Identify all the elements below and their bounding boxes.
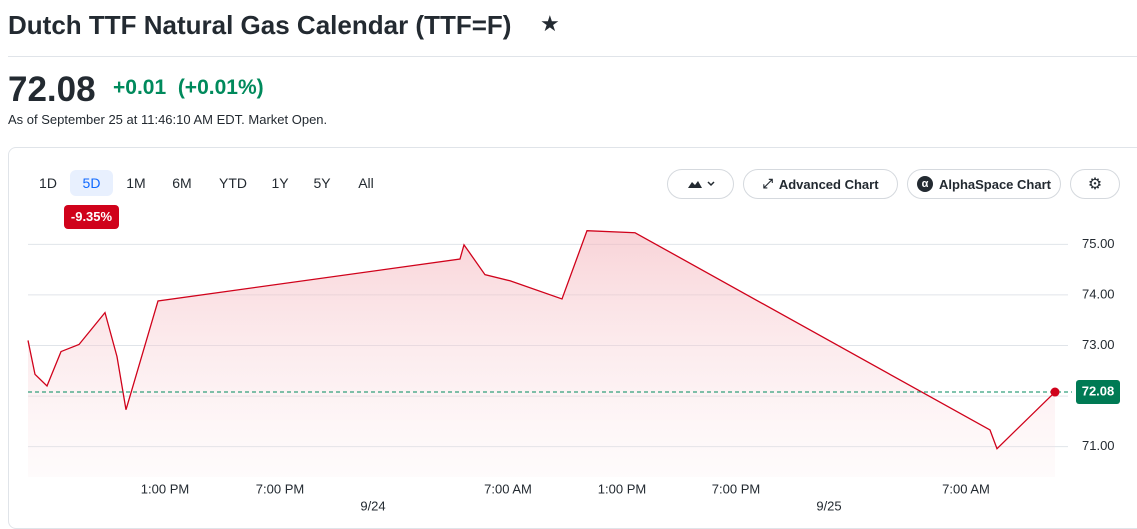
range-tab[interactable]: YTD	[219, 175, 247, 191]
page: Dutch TTF Natural Gas Calendar (TTF=F) ★…	[8, 10, 1137, 529]
range-tab[interactable]: 1M	[126, 175, 146, 191]
alphaspace-button[interactable]: α AlphaSpace Chart	[907, 169, 1061, 199]
as-of: As of September 25 at 11:46:10 AM EDT. M…	[8, 112, 328, 127]
range-tab[interactable]: All	[358, 175, 374, 191]
range-change-badge: -9.35%	[64, 205, 119, 229]
settings-button[interactable]: ⚙	[1070, 169, 1120, 199]
range-tab[interactable]: 5Y	[313, 175, 331, 191]
separator	[8, 56, 1137, 57]
range-tab[interactable]: 5D	[70, 170, 113, 196]
chart-card	[8, 147, 1137, 529]
range-tab[interactable]: 1Y	[271, 175, 289, 191]
watchlist-star[interactable]: ★	[540, 11, 560, 36]
change-value: +0.01	[113, 76, 167, 99]
chart-type-button[interactable]	[667, 169, 734, 199]
range-tab[interactable]: 1D	[39, 175, 57, 191]
advanced-chart-label: Advanced Chart	[778, 176, 879, 192]
change: +0.01 (+0.01%)	[113, 76, 264, 100]
alphaspace-label: AlphaSpace Chart	[939, 176, 1051, 192]
advanced-chart-button[interactable]: ⤢ Advanced Chart	[743, 169, 898, 199]
range-tab[interactable]: 6M	[172, 175, 192, 191]
expand-icon: ⤢	[762, 176, 773, 191]
chart-type-icon	[687, 181, 715, 188]
price: 72.08	[8, 70, 96, 109]
page-title: Dutch TTF Natural Gas Calendar (TTF=F)	[8, 10, 512, 40]
alphaspace-icon: α	[917, 176, 933, 192]
change-percent: (+0.01%)	[177, 76, 264, 99]
